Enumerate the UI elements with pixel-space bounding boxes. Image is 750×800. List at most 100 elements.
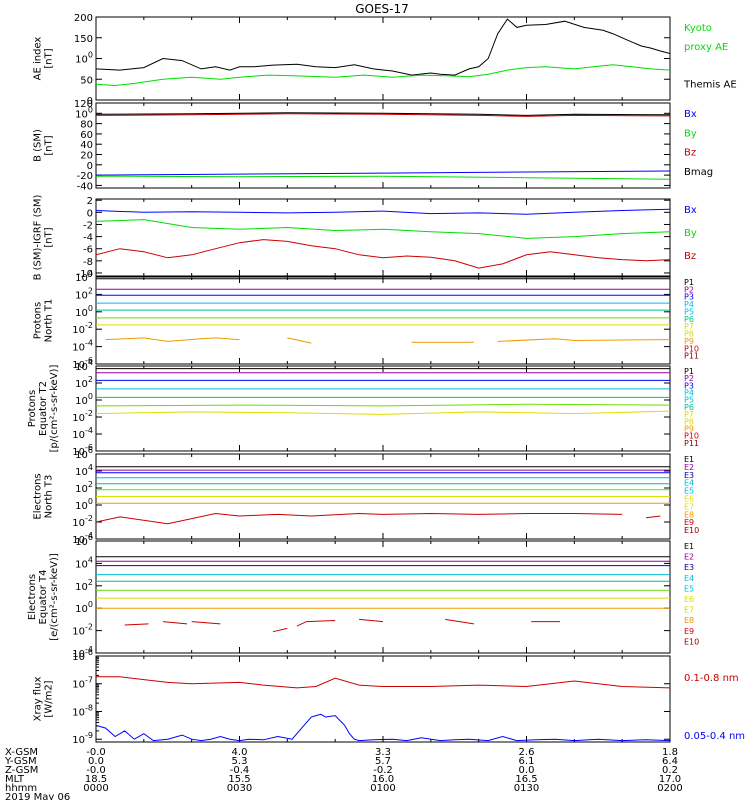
- series-group: [96, 676, 670, 742]
- legend-item: P11: [684, 352, 699, 361]
- legend-item: E3: [684, 471, 694, 480]
- series-group: [96, 18, 670, 87]
- legend-item: E6: [684, 495, 694, 504]
- legend-item: proxy AE: [684, 42, 728, 53]
- y-axis-label: ElectronsEquator T4[e/(cm²-s-sr-keV)]: [27, 553, 60, 641]
- series-by: [96, 175, 670, 180]
- series-p9d: [497, 338, 670, 342]
- x-row-label: Y-GSM: [4, 756, 37, 767]
- legend-item: E4: [684, 479, 694, 488]
- legend-item: P8: [684, 330, 694, 339]
- legend-item: P4: [684, 389, 694, 398]
- x-row-value: 6.1: [519, 756, 535, 767]
- legend-item: E3: [684, 563, 694, 572]
- legend-item: P4: [684, 300, 694, 309]
- series-bx: [96, 170, 670, 176]
- y-tick-label: 10-2: [72, 409, 93, 424]
- y-axis-label: Xray flux[W/m2]: [33, 677, 55, 722]
- y-tick-label: 104: [75, 555, 93, 570]
- y-tick-label: 100: [75, 304, 93, 319]
- legend-item: P11: [684, 439, 699, 448]
- x-row-value: -0.4: [230, 765, 250, 776]
- legend-item: P1: [684, 278, 694, 287]
- y-tick-label: 10-4: [72, 339, 93, 354]
- legend: 0.1-0.8 nm 0.05-0.4 nm: [684, 673, 745, 742]
- x-row-value: -0.0: [86, 765, 106, 776]
- y-tick-label: 150: [74, 34, 93, 45]
- y-tick-label: 60: [80, 130, 93, 141]
- legend-item: P9: [684, 424, 694, 433]
- legend-item: P5: [684, 396, 694, 405]
- series-kyoto-proxy-ae: [96, 64, 670, 87]
- series-0-1-0-8-nm: [96, 676, 670, 689]
- legend-item: E5: [684, 584, 694, 593]
- y-tick-label: 100: [75, 497, 93, 512]
- y-tick-label: -40: [77, 181, 93, 192]
- legend-item: P5: [684, 307, 694, 316]
- x-row-value: 4.0: [232, 747, 248, 758]
- x-row-value: 2.6: [519, 747, 535, 758]
- series-0-05-0-4-nm: [96, 713, 670, 742]
- y-tick-label: 40: [80, 140, 93, 151]
- y-tick-label: -20: [77, 171, 93, 182]
- legend-item: P1: [684, 367, 694, 376]
- series-group: [96, 556, 670, 633]
- legend-item: P2: [684, 374, 694, 383]
- legend-item: E10: [684, 526, 699, 535]
- series-e9g: [445, 618, 474, 625]
- y-tick-label: 0: [87, 96, 93, 107]
- legend-item: 0.05-0.4 nm: [684, 731, 745, 742]
- y-tick-label: 200: [74, 13, 93, 24]
- x-row-value: 3.3: [375, 747, 391, 758]
- legend-item: P9: [684, 337, 694, 346]
- y-tick-label: 0: [87, 161, 93, 172]
- y-tick-label: -8: [83, 257, 93, 268]
- x-axis-table: X-GSM -0.0 4.0 3.3 2.6 1.8 Y-GSM 0.0 5.3 5.7 6.1 6.…: [4, 747, 683, 800]
- legend-item: E9: [684, 627, 694, 636]
- y-tick-label: -4: [83, 233, 93, 244]
- legend-item: 0.1-0.8 nm: [684, 673, 739, 684]
- series-themis-ae: [96, 18, 670, 76]
- x-row-value: 18.5: [85, 774, 107, 785]
- legend-item: E1: [684, 455, 694, 464]
- series-e9e: [296, 620, 336, 627]
- x-row-value: 0.0: [88, 756, 104, 767]
- series-e9b: [646, 515, 661, 519]
- series-e9b: [162, 621, 187, 625]
- legend-item: P7: [684, 322, 694, 331]
- legend-item: E5: [684, 487, 694, 496]
- x-row-value: 16.0: [372, 774, 394, 785]
- legend-item: P2: [684, 285, 694, 294]
- x-row-label: X-GSM: [5, 747, 38, 758]
- x-row-value: 16.5: [515, 774, 537, 785]
- x-row-value: 5.3: [232, 756, 248, 767]
- series-group: [96, 112, 670, 180]
- figure-title: GOES-17: [355, 2, 409, 16]
- y-axis-label: ProtonsNorth T1: [33, 299, 55, 343]
- legend-item: E8: [684, 510, 694, 519]
- y-tick-label: -6: [83, 245, 93, 256]
- y-tick-label: 100: [75, 392, 93, 407]
- legend-item: P3: [684, 293, 694, 302]
- y-tick-label: 100: [75, 600, 93, 615]
- legend-item: E2: [684, 463, 694, 472]
- legend-item: P7: [684, 410, 694, 419]
- plot-frame: [95, 16, 671, 101]
- series-p6: [96, 403, 670, 407]
- legend-item: E1: [684, 542, 694, 551]
- x-row-label: hhmm: [5, 783, 37, 794]
- plot-frame: [95, 198, 671, 277]
- y-tick-label: 0: [87, 208, 93, 219]
- legend-item: Bx: [684, 109, 697, 120]
- legend-item: E8: [684, 616, 694, 625]
- series-group: [96, 466, 670, 525]
- legend-item: By: [684, 128, 697, 139]
- x-row-value: 0.0: [519, 765, 535, 776]
- series-bz: [96, 239, 670, 269]
